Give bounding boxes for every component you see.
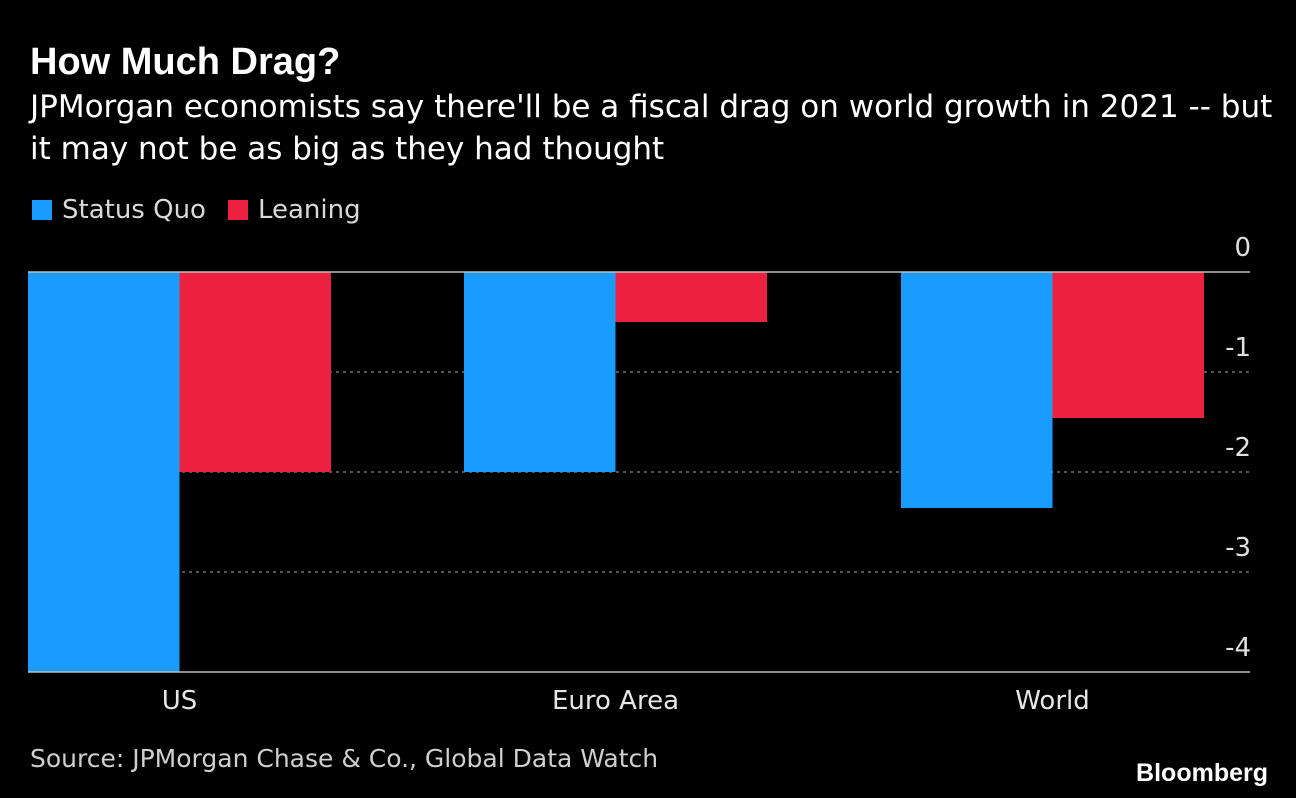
x-category-label: Euro Area [552, 686, 679, 716]
legend-swatch-status-quo [32, 200, 52, 220]
legend-item-leaning: Leaning [227, 193, 361, 227]
bar-leaning-euro-area [615, 272, 767, 322]
x-category-label: World [1015, 686, 1090, 716]
y-tick-label: -3 [1225, 533, 1251, 563]
chart-subtitle: JPMorgan economists say there'll be a fi… [30, 89, 1273, 167]
y-tick-label: 0 [1234, 233, 1251, 263]
y-tick-label: -1 [1225, 333, 1251, 363]
source-note: Source: JPMorgan Chase & Co., Global Dat… [30, 744, 659, 773]
y-tick-label: -4 [1225, 633, 1251, 663]
y-tick-label: -2 [1225, 433, 1251, 463]
bar-status-quo-world [901, 272, 1053, 508]
legend-label-leaning: Leaning [257, 195, 361, 225]
x-category-label: US [162, 686, 198, 716]
legend-label-status-quo: Status Quo [62, 195, 206, 225]
legend-item-status-quo: Status Quo [32, 193, 206, 227]
legend-swatch-leaning [227, 200, 248, 220]
bar-status-quo-euro-area [464, 272, 616, 472]
bar-leaning-us [179, 272, 331, 472]
legend: Status Quo Leaning [32, 193, 383, 227]
bar-leaning-world [1052, 272, 1204, 418]
chart-title: How Much Drag? [30, 41, 341, 83]
bar-status-quo-us [28, 272, 180, 672]
bloomberg-logo: Bloomberg [1136, 759, 1268, 787]
